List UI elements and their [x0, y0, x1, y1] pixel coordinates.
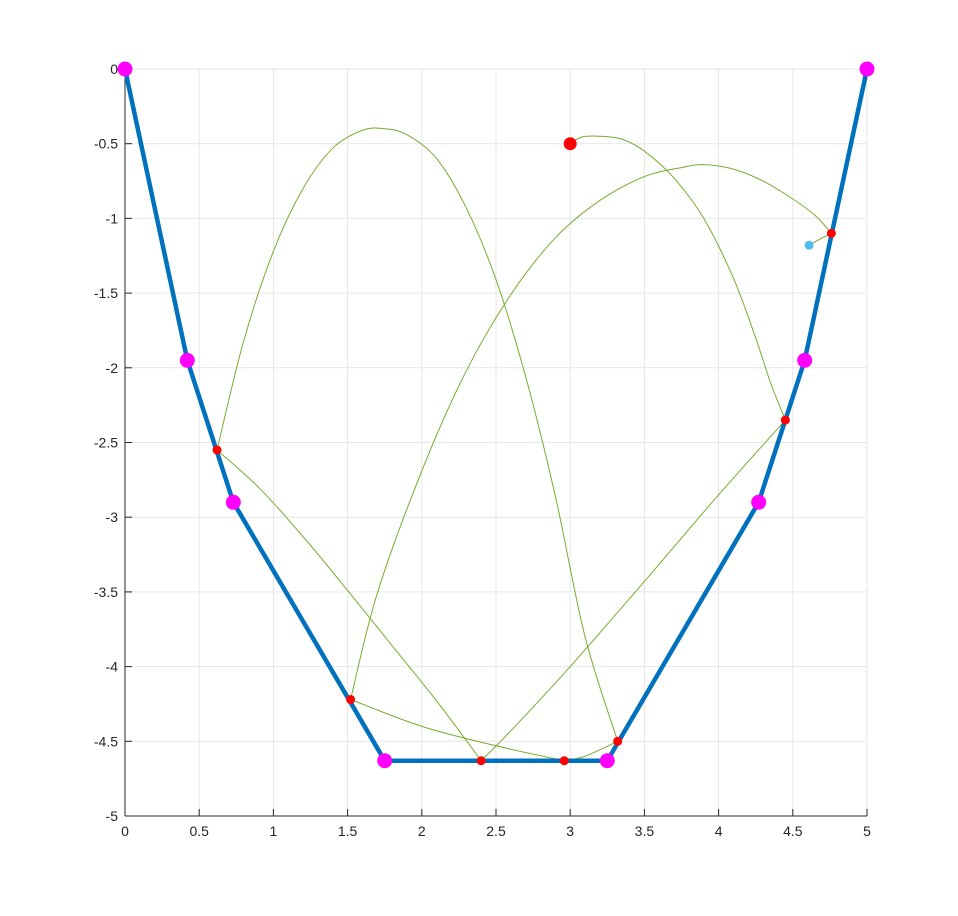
y-tick-label: -2.5 [94, 435, 118, 451]
y-tick-label: -3 [106, 509, 119, 525]
bounce-marker [826, 228, 836, 238]
vertex-markers [117, 61, 875, 769]
start-marker-group [563, 137, 577, 151]
bounce-marker [780, 415, 790, 425]
trajectory-series [216, 127, 832, 762]
x-axis-ticks: 0 0.5 1 1.5 2 2.5 3 3.5 4 4.5 5 [121, 809, 871, 839]
end-marker [804, 240, 814, 250]
vertex-marker [377, 753, 393, 769]
trajectory-segment [350, 164, 832, 700]
y-tick-label: -1 [106, 210, 119, 226]
end-marker-group [804, 240, 814, 250]
bounce-marker [346, 694, 356, 704]
y-tick-label: -4 [106, 659, 119, 675]
boundary-series [122, 68, 870, 763]
vertex-marker [179, 352, 195, 368]
x-tick-label: 1.5 [338, 823, 358, 839]
y-axis-ticks: 0 -0.5 -1 -1.5 -2 -2.5 -3 -3.5 -4 -4.5 -5 [94, 61, 132, 824]
y-tick-label: -1.5 [94, 285, 118, 301]
x-tick-label: 0 [121, 823, 129, 839]
vertex-marker [599, 753, 615, 769]
x-tick-label: 0.5 [189, 823, 209, 839]
vertex-marker [751, 494, 767, 510]
trajectory-segment [480, 419, 786, 762]
x-tick-label: 2.5 [486, 823, 506, 839]
vertex-marker [225, 494, 241, 510]
bounce-marker [559, 756, 569, 766]
boundary-line [122, 68, 870, 763]
x-tick-label: 2 [418, 823, 426, 839]
vertex-marker [859, 61, 875, 77]
bounce-markers [212, 228, 836, 766]
trajectory-segment [216, 449, 482, 762]
y-tick-label: -4.5 [94, 733, 118, 749]
vertex-marker [797, 352, 813, 368]
x-tick-label: 1 [270, 823, 278, 839]
y-tick-label: -0.5 [94, 136, 118, 152]
x-tick-label: 4.5 [783, 823, 803, 839]
x-tick-label: 4 [715, 823, 723, 839]
y-tick-label: -2 [106, 360, 119, 376]
vertex-marker [117, 61, 133, 77]
x-tick-label: 3.5 [635, 823, 655, 839]
bounce-marker [613, 736, 623, 746]
start-marker [563, 137, 577, 151]
trajectory-segment [216, 127, 619, 742]
y-tick-label: 0 [110, 61, 118, 77]
x-tick-label: 3 [566, 823, 574, 839]
bounce-marker [476, 756, 486, 766]
x-tick-label: 5 [863, 823, 871, 839]
trajectory-segment [350, 699, 565, 762]
y-tick-label: -3.5 [94, 584, 118, 600]
trajectory-segment [569, 135, 786, 421]
bounce-marker [212, 445, 222, 455]
y-tick-label: -5 [106, 808, 119, 824]
